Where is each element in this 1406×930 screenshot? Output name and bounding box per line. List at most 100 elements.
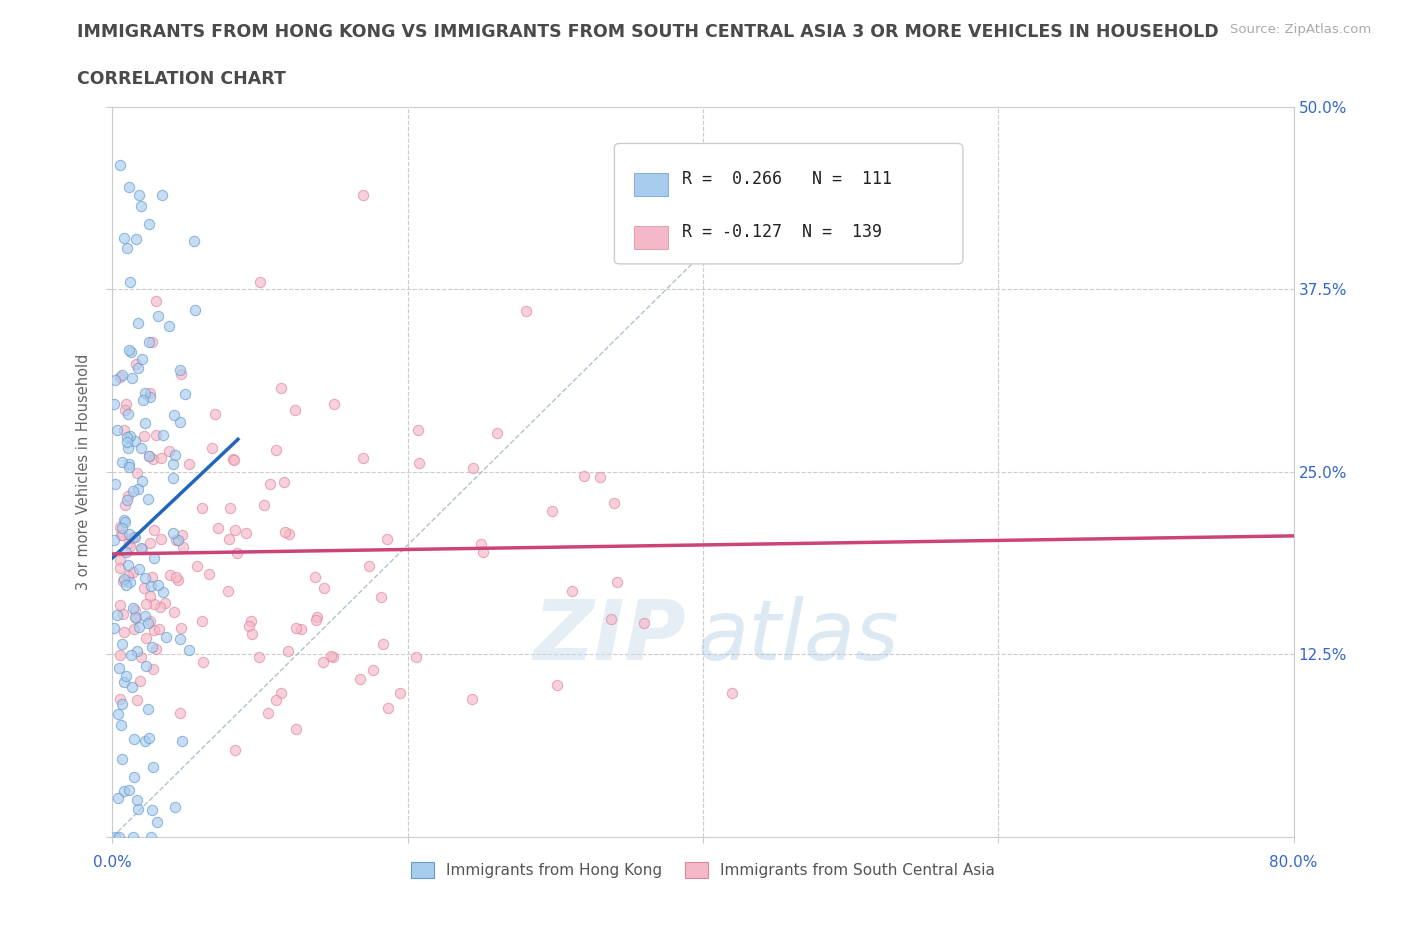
Point	[259, 476, 281, 491]
Point	[177, 643, 200, 658]
Point	[108, 598, 131, 613]
Text: ZIP: ZIP	[533, 596, 685, 677]
Point	[148, 621, 170, 636]
Point	[264, 692, 287, 707]
Point	[170, 528, 193, 543]
Point	[169, 631, 191, 646]
Point	[110, 717, 132, 732]
Point	[125, 232, 148, 246]
Point	[128, 562, 150, 577]
Point	[546, 677, 568, 692]
Point	[371, 636, 394, 651]
Point	[170, 620, 193, 635]
Point	[107, 790, 129, 805]
Point	[124, 433, 146, 448]
Point	[165, 448, 187, 463]
Point	[135, 659, 157, 674]
Point	[485, 426, 508, 441]
Point	[157, 444, 180, 458]
Legend: Immigrants from Hong Kong, Immigrants from South Central Asia: Immigrants from Hong Kong, Immigrants fr…	[405, 856, 1001, 884]
Point	[134, 386, 156, 401]
Point	[124, 530, 146, 545]
Point	[170, 366, 193, 381]
Point	[117, 406, 139, 421]
Point	[172, 539, 194, 554]
Point	[134, 571, 156, 586]
FancyBboxPatch shape	[634, 173, 668, 195]
Point	[138, 731, 160, 746]
Point	[145, 642, 167, 657]
Point	[201, 441, 224, 456]
Point	[152, 585, 174, 600]
Point	[186, 558, 208, 573]
Point	[169, 706, 191, 721]
Point	[285, 620, 308, 635]
Point	[118, 342, 141, 357]
Point	[136, 491, 159, 506]
Point	[359, 558, 381, 573]
Text: 0.0%: 0.0%	[93, 856, 132, 870]
Point	[131, 352, 153, 366]
Point	[541, 504, 564, 519]
Point	[132, 392, 155, 407]
Point	[141, 639, 163, 654]
Point	[179, 456, 201, 471]
Text: atlas: atlas	[697, 596, 898, 677]
Point	[129, 540, 152, 555]
Point	[256, 706, 278, 721]
Point	[277, 526, 299, 541]
Point	[146, 815, 169, 830]
Point	[721, 685, 744, 700]
Point	[312, 655, 335, 670]
Point	[217, 584, 239, 599]
Point	[264, 442, 287, 457]
Point	[118, 575, 141, 590]
Point	[111, 521, 134, 536]
Point	[136, 702, 159, 717]
Point	[112, 784, 135, 799]
Point	[124, 621, 146, 636]
Point	[155, 630, 177, 644]
Point	[127, 792, 149, 807]
Point	[118, 457, 141, 472]
Point	[561, 583, 583, 598]
Point	[170, 734, 193, 749]
Point	[111, 606, 134, 621]
Point	[108, 370, 131, 385]
Point	[131, 441, 153, 456]
Point	[118, 459, 141, 474]
Point	[408, 456, 430, 471]
Point	[141, 451, 163, 466]
Point	[142, 523, 165, 538]
Point	[115, 492, 138, 507]
Point	[204, 406, 226, 421]
Point	[108, 830, 131, 844]
Point	[167, 573, 190, 588]
Point	[120, 647, 142, 662]
Point	[163, 407, 186, 422]
Point	[139, 830, 162, 844]
Point	[388, 685, 411, 700]
Point	[108, 648, 131, 663]
Point	[377, 700, 399, 715]
Point	[599, 612, 621, 627]
Y-axis label: 3 or more Vehicles in Household: 3 or more Vehicles in Household	[76, 353, 91, 591]
Point	[405, 650, 427, 665]
Point	[165, 533, 187, 548]
Point	[138, 217, 160, 232]
Point	[136, 615, 159, 630]
Point	[134, 580, 156, 595]
Point	[150, 188, 173, 203]
Point	[122, 530, 145, 545]
Point	[103, 620, 125, 635]
Text: R = -0.127  N =  139: R = -0.127 N = 139	[682, 223, 882, 241]
Point	[105, 608, 128, 623]
Point	[143, 622, 166, 637]
Point	[114, 498, 136, 512]
Point	[143, 597, 166, 612]
Point	[104, 372, 127, 387]
Point	[141, 335, 163, 350]
Point	[122, 484, 145, 498]
Point	[115, 396, 138, 411]
Point	[118, 782, 141, 797]
